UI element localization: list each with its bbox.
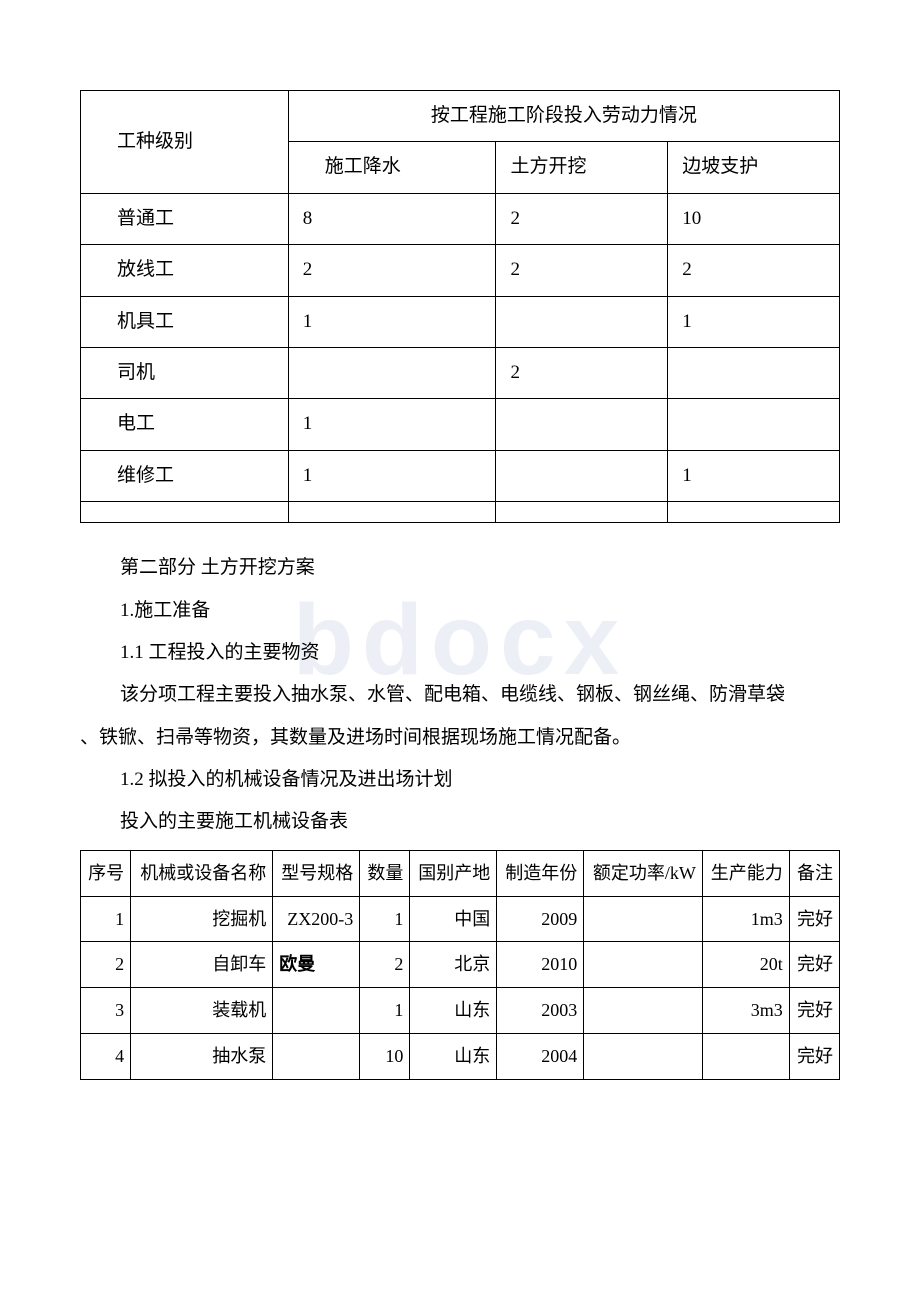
table1-header-merged: 按工程施工阶段投入劳动力情况	[288, 91, 839, 142]
h-capacity: 生产能力	[702, 850, 789, 896]
oman-label: 欧曼	[279, 954, 315, 974]
table1-subheader2: 土方开挖	[496, 142, 668, 193]
section2-title: 第二部分 土方开挖方案	[80, 553, 840, 583]
heading-1: 1.施工准备	[80, 596, 840, 626]
table-row: 普通工 8 2 10	[81, 193, 840, 244]
h-seq: 序号	[81, 850, 131, 896]
h-qty: 数量	[360, 850, 410, 896]
heading-1-1: 1.1 工程投入的主要物资	[80, 638, 840, 668]
heading-1-2: 1.2 拟投入的机械设备情况及进出场计划	[80, 765, 840, 795]
table1-subheader3: 边坡支护	[668, 142, 840, 193]
h-name: 机械或设备名称	[131, 850, 273, 896]
table1-subheader1: 施工降水	[288, 142, 496, 193]
table-row	[81, 502, 840, 523]
table-row: 电工 1	[81, 399, 840, 450]
body-text-1a: 该分项工程主要投入抽水泵、水管、配电箱、电缆线、钢板、钢丝绳、防滑草袋	[80, 680, 840, 710]
machinery-table: 序号 机械或设备名称 型号规格 数量 国别产地 制造年份 额定功率/kW 生产能…	[80, 850, 840, 1080]
document-content: 工种级别 按工程施工阶段投入劳动力情况 施工降水 土方开挖 边坡支护 普通工 8…	[80, 90, 840, 1080]
h-remark: 备注	[789, 850, 839, 896]
table-row: 4 抽水泵 10 山东 2004 完好	[81, 1034, 840, 1080]
h-power: 额定功率/kW	[584, 850, 703, 896]
h-origin: 国别产地	[410, 850, 497, 896]
table-row: 放线工 2 2 2	[81, 245, 840, 296]
table-row: 2 自卸车 欧曼 2 北京 2010 20t 完好	[81, 942, 840, 988]
body-text-1b: 、铁锨、扫帚等物资，其数量及进场时间根据现场施工情况配备。	[80, 723, 840, 753]
table-row: 1 挖掘机 ZX200-3 1 中国 2009 1m3 完好	[81, 896, 840, 942]
table-row: 维修工 1 1	[81, 450, 840, 501]
table-row: 司机 2	[81, 347, 840, 398]
table1-header-col1: 工种级别	[81, 91, 289, 194]
h-year: 制造年份	[497, 850, 584, 896]
table-row: 序号 机械或设备名称 型号规格 数量 国别产地 制造年份 额定功率/kW 生产能…	[81, 850, 840, 896]
table2-caption: 投入的主要施工机械设备表	[80, 807, 840, 837]
table-row: 机具工 1 1	[81, 296, 840, 347]
table-row: 3 装载机 1 山东 2003 3m3 完好	[81, 988, 840, 1034]
labor-allocation-table: 工种级别 按工程施工阶段投入劳动力情况 施工降水 土方开挖 边坡支护 普通工 8…	[80, 90, 840, 523]
h-model: 型号规格	[273, 850, 360, 896]
